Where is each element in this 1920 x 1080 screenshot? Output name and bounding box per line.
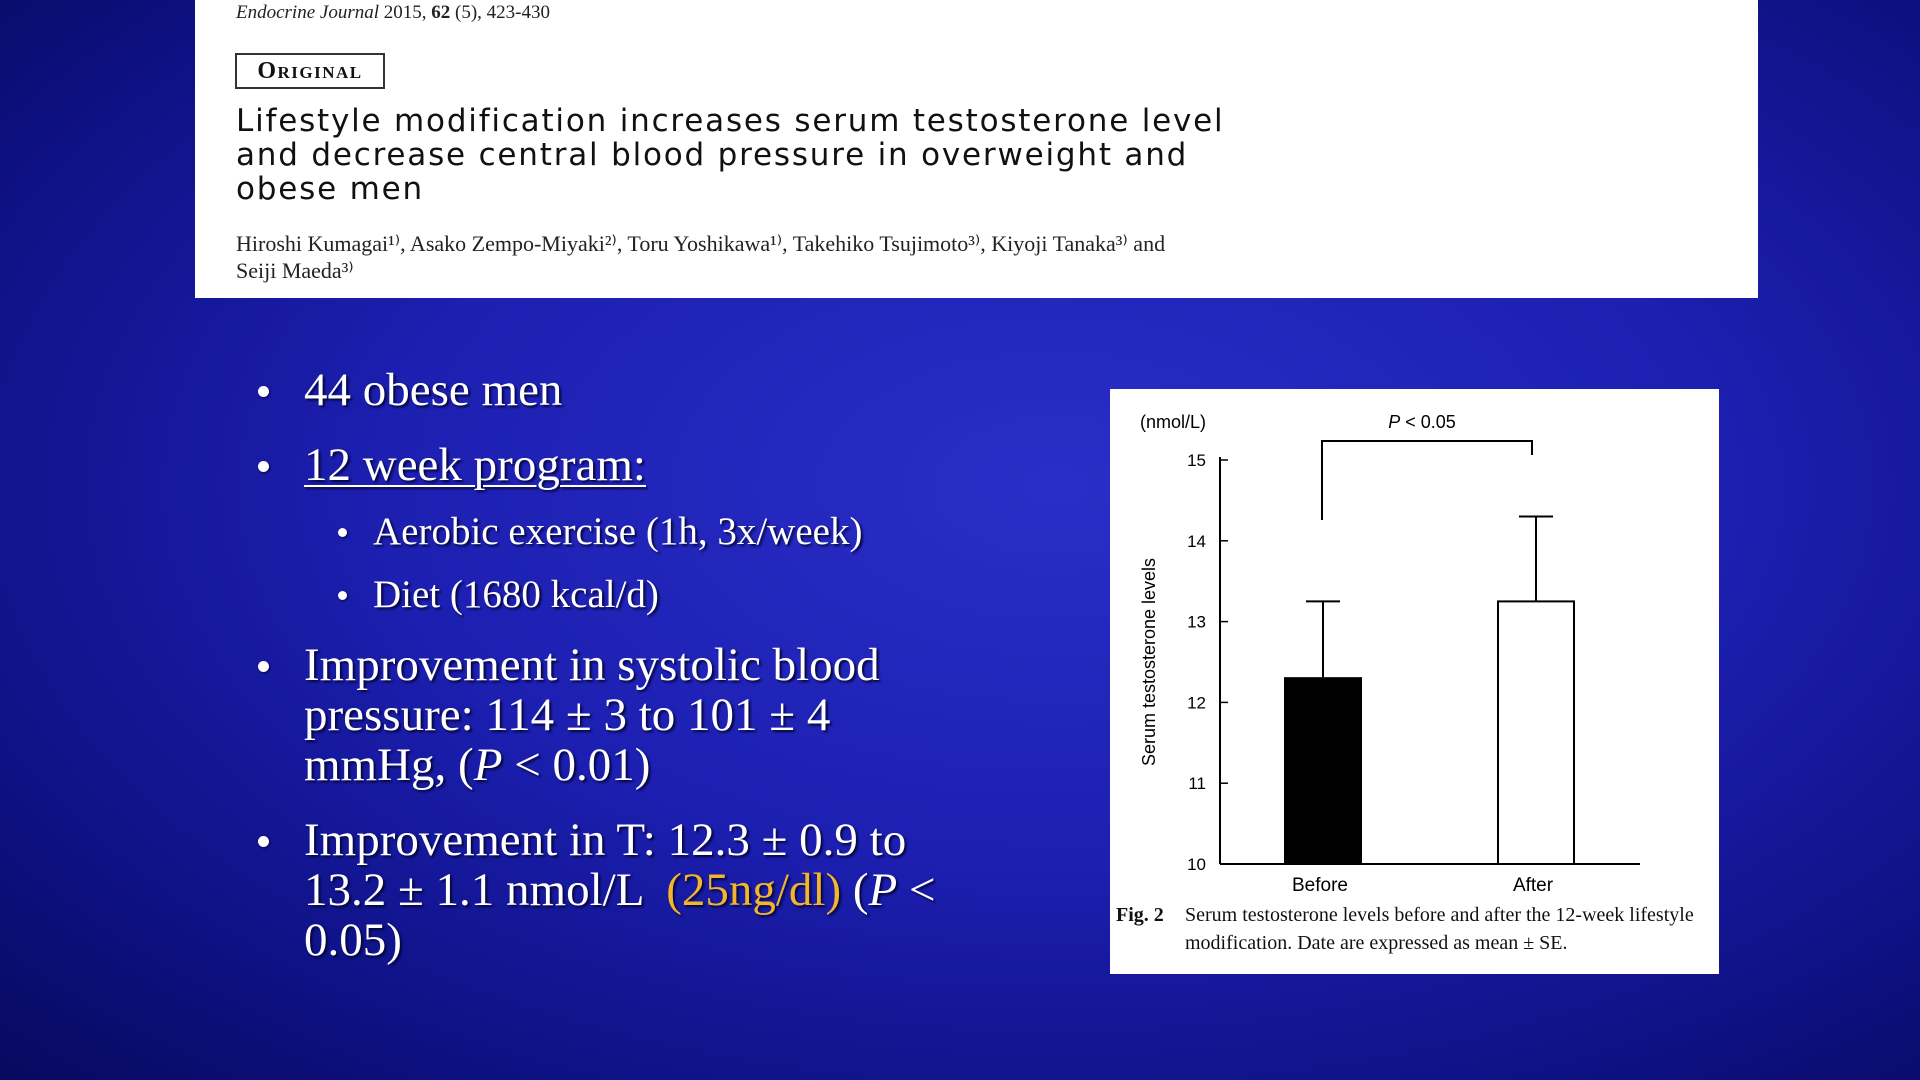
figure-card: 10 11 12 13 14 15 (nmol/L) Serum testosterone l… <box>1110 389 1719 974</box>
bullet-text: Improvement in T: 12.3 ± 0.9 to <box>304 814 907 866</box>
article-authors: Hiroshi Kumagai¹⁾, Asako Zempo-Miyaki²⁾,… <box>236 230 1686 284</box>
bullet-testosterone: Improvement in T: 12.3 ± 0.9 to 13.2 ± 1… <box>304 815 936 965</box>
journal-year: 2015, <box>383 2 427 23</box>
y-tick-label: 11 <box>1188 774 1206 793</box>
significance-label: P < 0.05 <box>1388 412 1456 432</box>
article-title: Lifestyle modification increases serum t… <box>236 104 1636 206</box>
x-category-label: After <box>1513 875 1554 896</box>
text-part: P <box>868 864 898 916</box>
bullet-program: 12 week program: <box>304 440 646 490</box>
title-line: Lifestyle modification increases serum t… <box>236 103 1225 139</box>
significance-bracket <box>1321 440 1533 520</box>
x-category-label: Before <box>1292 875 1348 896</box>
bullet-blood-pressure: Improvement in systolic blood pressure: … <box>304 640 880 790</box>
title-line: obese men <box>236 171 424 207</box>
bullet-participants: 44 obese men <box>304 365 562 415</box>
bullet-text: 0.05) <box>304 914 402 966</box>
journal-citation: Endocrine Journal 2015, 62 (5), 423-430 <box>236 2 550 24</box>
bullet-text: 44 obese men <box>304 364 563 416</box>
highlight-text: (25ng/dl) <box>666 864 842 916</box>
authors-line: Hiroshi Kumagai¹⁾, Asako Zempo-Miyaki²⁾,… <box>236 231 1166 256</box>
y-axis-label: Serum testosterone levels <box>1139 558 1159 766</box>
bar-after <box>1497 600 1575 865</box>
bullet-dot <box>258 836 269 847</box>
text-part: ( <box>841 864 869 916</box>
sub-bullet-exercise: Aerobic exercise (1h, 3x/week) <box>373 510 862 554</box>
bullet-text: pressure: 114 ± 3 to 101 ± 4 <box>304 689 831 741</box>
y-tick-label: 14 <box>1187 532 1206 551</box>
text-part: < <box>897 864 936 916</box>
text-part: P <box>473 739 503 791</box>
caption-text: Serum testosterone levels before and aft… <box>1185 904 1694 954</box>
paper-header: Endocrine Journal 2015, 62 (5), 423-430 … <box>195 0 1758 298</box>
article-type-badge: Original <box>235 53 385 89</box>
bullet-text: 12 week program: <box>304 439 646 491</box>
text-part: mmHg, ( <box>304 739 474 791</box>
bullet-text: 13.2 ± 1.1 nmol/L (25ng/dl) (P < <box>304 865 936 915</box>
title-line: and decrease central blood pressure in o… <box>236 137 1189 173</box>
y-tick-label: 12 <box>1187 693 1206 712</box>
y-tick-label: 13 <box>1187 613 1206 632</box>
sub-bullet-text: Diet (1680 kcal/d) <box>373 573 659 616</box>
y-tick-label: 15 <box>1187 451 1206 470</box>
text-part: 13.2 ± 1.1 nmol/L <box>304 864 667 916</box>
bar-before <box>1284 677 1362 865</box>
y-unit-label: (nmol/L) <box>1140 412 1206 432</box>
bullet-dot <box>258 661 269 672</box>
bullet-text: Improvement in systolic blood <box>304 639 880 691</box>
bullet-dot <box>258 461 269 472</box>
sub-bullet-dot <box>338 528 347 537</box>
text-part: < 0.01) <box>502 739 651 791</box>
bullet-text: mmHg, (P < 0.01) <box>304 740 880 790</box>
journal-issue-pages: (5), 423-430 <box>455 2 550 23</box>
journal-name: Endocrine Journal <box>236 2 380 23</box>
sub-bullet-dot <box>338 591 347 600</box>
journal-volume: 62 <box>431 2 451 23</box>
authors-line: Seiji Maeda³⁾ <box>236 258 354 283</box>
testosterone-bar-chart: 10 11 12 13 14 15 (nmol/L) Serum testosterone l… <box>1139 412 1640 896</box>
y-tick-label: 10 <box>1187 855 1206 874</box>
sub-bullet-text: Aerobic exercise (1h, 3x/week) <box>373 510 863 553</box>
bullet-dot <box>258 386 269 397</box>
sub-bullet-diet: Diet (1680 kcal/d) <box>373 573 659 617</box>
caption-label: Fig. 2 <box>1116 904 1164 926</box>
